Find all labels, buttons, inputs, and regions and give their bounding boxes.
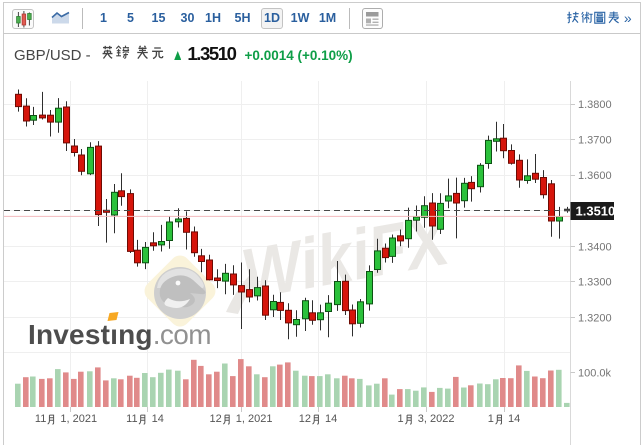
svg-text:100.0k: 100.0k	[578, 368, 612, 380]
svg-text:1.3800: 1.3800	[578, 99, 612, 111]
svg-text:1.3510: 1.3510	[576, 204, 616, 219]
svg-text:1.3700: 1.3700	[578, 135, 612, 147]
svg-text:1.3300: 1.3300	[578, 277, 612, 289]
svg-text:1.3200: 1.3200	[578, 313, 612, 325]
svg-text:1.3400: 1.3400	[578, 242, 612, 254]
svg-text:1.3600: 1.3600	[578, 170, 612, 182]
